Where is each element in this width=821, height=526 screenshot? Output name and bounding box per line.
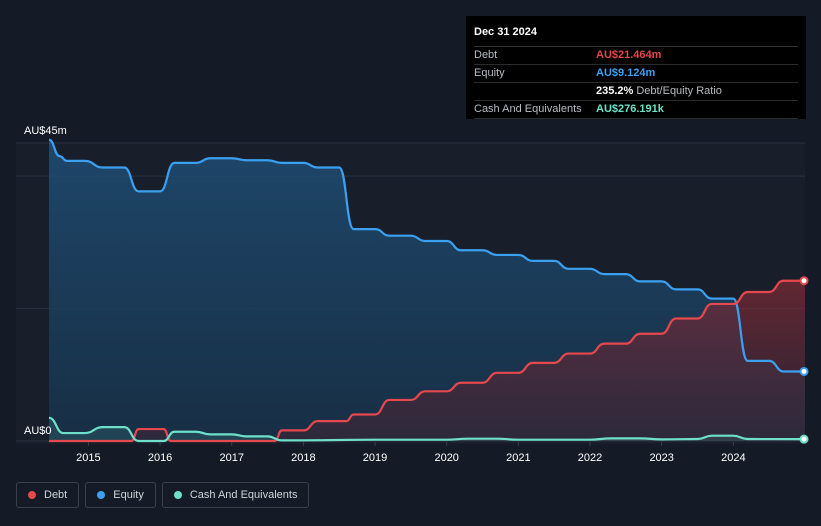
tooltip-label: [474, 83, 596, 100]
tooltip-date: Dec 31 2024: [474, 24, 798, 47]
y-axis-top-label: AU$45m: [24, 125, 67, 137]
series-lines: [48, 138, 806, 443]
x-tick-label: 2019: [363, 452, 387, 464]
legend-item-cash[interactable]: Cash And Equivalents: [161, 482, 310, 508]
x-tick-label: 2020: [434, 452, 458, 464]
tooltip-value: 235.2%: [596, 85, 634, 97]
cash-and-equivalents-end-marker: [799, 434, 809, 444]
legend: Debt Equity Cash And Equivalents: [16, 482, 310, 508]
series-end-markers: [799, 276, 809, 444]
x-tick-label: 2024: [721, 452, 745, 464]
tooltip-label: Debt: [474, 49, 498, 61]
x-tick-label: 2018: [291, 452, 315, 464]
debt-end-marker: [799, 276, 809, 286]
tooltip-ratio-suffix: Debt/Equity Ratio: [636, 85, 722, 97]
debt-dot-icon: [28, 491, 36, 499]
x-tick-label: 2016: [148, 452, 172, 464]
tooltip-row-ratio: 235.2% Debt/Equity Ratio: [474, 83, 798, 101]
tooltip-value: AU$276.191k: [596, 103, 664, 115]
debt-line: [49, 279, 805, 443]
tooltip-label: Equity: [474, 67, 505, 79]
x-tick-label: 2015: [76, 452, 100, 464]
equity-end-marker: [799, 366, 809, 376]
debt-area: [49, 280, 805, 441]
tooltip-row-cash: Cash And Equivalents AU$276.191k: [474, 101, 798, 119]
legend-label: Debt: [44, 489, 68, 501]
equity-dot-icon: [97, 491, 106, 499]
cash-dot-icon: [173, 491, 182, 499]
x-tick-label: 2021: [506, 452, 530, 464]
legend-label: Cash And Equivalents: [189, 489, 298, 501]
x-axis-ticks: 2015 2016 2017 2018 2019 2020 2021 2022 2023 2024: [76, 442, 746, 464]
x-tick-label: 2022: [578, 452, 602, 464]
tooltip-value: AU$9.124m: [596, 67, 656, 79]
legend-item-equity[interactable]: Equity: [85, 482, 156, 508]
tooltip-row-equity: Equity AU$9.124m: [474, 65, 798, 83]
x-tick-label: 2023: [649, 452, 673, 464]
x-tick-label: 2017: [219, 452, 243, 464]
tooltip-value: AU$21.464m: [596, 49, 662, 61]
equity-line: [48, 138, 805, 373]
cash-and-equivalents-line: [48, 416, 806, 443]
y-axis-bottom-label: AU$0: [24, 425, 52, 437]
legend-label: Equity: [113, 489, 144, 501]
tooltip-label: Cash And Equivalents: [474, 103, 582, 115]
tooltip-row-debt: Debt AU$21.464m: [474, 47, 798, 65]
legend-item-debt[interactable]: Debt: [16, 482, 80, 508]
tooltip-panel: Dec 31 2024 Debt AU$21.464m Equity AU$9.…: [466, 16, 806, 119]
